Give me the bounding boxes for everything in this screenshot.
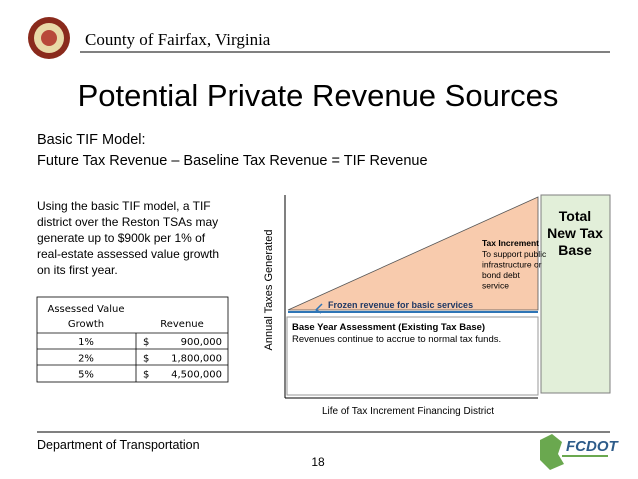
subtitle: Future Tax Revenue – Baseline Tax Revenu…: [37, 153, 428, 169]
cell-revenue: 4,500,000: [171, 370, 222, 381]
total-line: New Tax: [547, 225, 603, 241]
fcdot-logo: FCDOT: [540, 434, 619, 470]
increment-line: service: [482, 281, 509, 291]
paragraph-line: generate up to $900k per 1% of: [37, 231, 206, 245]
cell-revenue: 900,000: [181, 337, 222, 348]
increment-line: infrastructure or: [482, 260, 542, 270]
cell-currency: $: [143, 370, 149, 381]
total-line: Total: [559, 208, 591, 224]
cell-currency: $: [143, 337, 149, 348]
tif-diagram: Annual Taxes Generated Life of Tax Incre…: [263, 194, 611, 417]
table-header: Assessed Value: [48, 304, 125, 315]
cell-growth: 5%: [78, 370, 94, 381]
total-line: Base: [558, 242, 592, 258]
cell-growth: 2%: [78, 353, 94, 364]
y-axis-label: Annual Taxes Generated: [263, 230, 275, 351]
cell-currency: $: [143, 353, 149, 364]
county-seal: [28, 17, 70, 59]
table-header: Growth: [68, 319, 104, 330]
page-number: 18: [311, 455, 325, 469]
base-text: Revenues continue to accrue to normal ta…: [292, 334, 501, 345]
logo-text: FCDOT: [566, 438, 619, 455]
revenue-table: Assessed Value Growth Revenue 1% $900,000…: [36, 296, 229, 383]
cell-revenue: 1,800,000: [171, 353, 222, 364]
table-header: Revenue: [160, 319, 204, 330]
paragraph-line: Using the basic TIF model, a TIF: [37, 199, 211, 213]
slide-title: Potential Private Revenue Sources: [78, 78, 559, 113]
department: Department of Transportation: [37, 438, 200, 452]
increment-line: To support public: [482, 249, 547, 259]
x-axis-label: Life of Tax Increment Financing District: [322, 406, 494, 417]
increment-line: bond debt: [482, 270, 520, 280]
paragraph-line: on its first year.: [37, 263, 118, 277]
increment-title: Tax Increment: [482, 238, 539, 248]
org-name: County of Fairfax, Virginia: [85, 30, 271, 49]
frozen-label: Frozen revenue for basic services: [328, 300, 473, 310]
base-title: Base Year Assessment (Existing Tax Base): [292, 322, 485, 333]
paragraph-line: real-estate assessed value growth: [37, 247, 219, 261]
paragraph: Using the basic TIF model, a TIF district…: [37, 199, 219, 277]
paragraph-line: district over the Reston TSAs may: [37, 215, 218, 229]
cell-growth: 1%: [78, 337, 94, 348]
subtitle: Basic TIF Model:: [37, 132, 146, 148]
